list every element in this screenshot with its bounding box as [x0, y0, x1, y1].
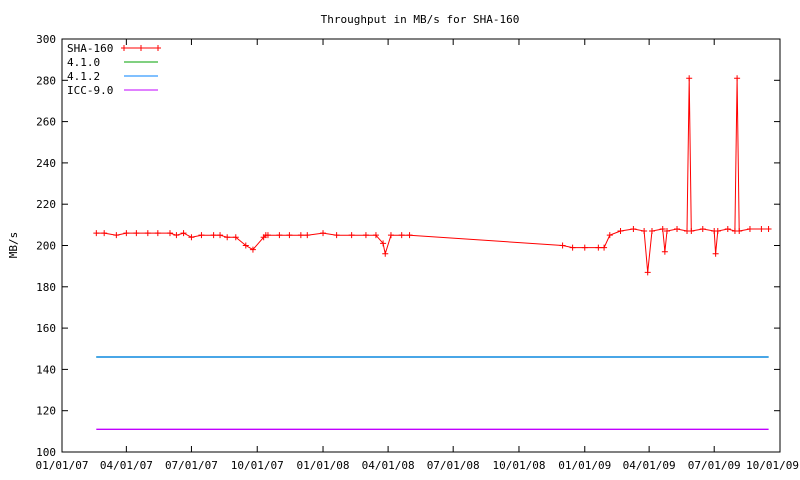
data-point	[746, 225, 753, 232]
x-tick-label: 10/01/08	[492, 459, 545, 472]
data-point	[661, 248, 668, 255]
data-point	[362, 232, 369, 239]
data-point	[113, 232, 120, 239]
data-point	[734, 75, 741, 82]
data-point	[217, 232, 224, 239]
legend-marker	[121, 45, 127, 51]
data-point	[320, 230, 327, 237]
y-tick-label: 280	[36, 74, 56, 87]
data-point	[736, 228, 743, 235]
data-point	[648, 228, 655, 235]
data-point	[595, 244, 602, 251]
data-point	[133, 230, 140, 237]
data-point	[154, 230, 161, 237]
data-point	[380, 240, 387, 247]
data-point	[674, 225, 681, 232]
data-point	[387, 232, 394, 239]
legend-marker	[155, 45, 161, 51]
x-tick-label: 07/01/09	[688, 459, 741, 472]
data-point	[180, 230, 187, 237]
data-point	[581, 244, 588, 251]
x-tick-label: 01/01/07	[36, 459, 89, 472]
data-point	[123, 230, 130, 237]
data-point	[188, 234, 195, 241]
y-tick-label: 100	[36, 446, 56, 459]
data-point	[641, 228, 648, 235]
x-tick-label: 07/01/08	[427, 459, 480, 472]
data-point	[249, 246, 256, 253]
data-point	[242, 242, 249, 249]
data-point	[644, 269, 651, 276]
data-point	[398, 232, 405, 239]
data-point	[232, 234, 239, 241]
plot-frame	[61, 38, 781, 453]
data-point	[714, 228, 721, 235]
data-point	[210, 232, 217, 239]
data-point	[724, 225, 731, 232]
legend-marker	[138, 45, 144, 51]
data-point	[297, 232, 304, 239]
y-tick-label: 120	[36, 405, 56, 418]
data-point	[348, 232, 355, 239]
data-point	[606, 232, 613, 239]
x-tick-label: 10/01/07	[231, 459, 284, 472]
data-point	[559, 242, 566, 249]
x-tick-label: 04/01/08	[362, 459, 415, 472]
y-tick-label: 220	[36, 198, 56, 211]
data-point	[617, 228, 624, 235]
y-tick-label: 180	[36, 281, 56, 294]
data-point	[688, 228, 695, 235]
data-point	[659, 225, 666, 232]
series-layer	[93, 75, 772, 430]
legend-label: 4.1.0	[67, 56, 100, 69]
data-point	[765, 225, 772, 232]
data-point	[166, 230, 173, 237]
data-point	[601, 244, 608, 251]
y-tick-label: 240	[36, 157, 56, 170]
legend-label: SHA-160	[67, 42, 113, 55]
data-point	[382, 250, 389, 257]
y-tick-label: 300	[36, 33, 56, 46]
chart-title: Throughput in MB/s for SHA-160	[321, 13, 520, 26]
data-point	[664, 228, 671, 235]
data-point	[686, 75, 693, 82]
y-tick-label: 160	[36, 322, 56, 335]
data-point	[101, 230, 108, 237]
data-point	[630, 225, 637, 232]
data-point	[758, 225, 765, 232]
data-point	[372, 232, 379, 239]
data-point	[224, 234, 231, 241]
x-tick-label: 01/01/08	[297, 459, 350, 472]
x-tick-label: 04/01/07	[100, 459, 153, 472]
y-axis-label: MB/s	[7, 232, 20, 259]
y-tick-label: 200	[36, 240, 56, 253]
data-point	[699, 225, 706, 232]
data-point	[569, 244, 576, 251]
legend-label: ICC-9.0	[67, 84, 113, 97]
data-point	[406, 232, 413, 239]
data-point	[93, 230, 100, 237]
data-point	[286, 232, 293, 239]
x-tick-label: 01/01/09	[558, 459, 611, 472]
data-point	[333, 232, 340, 239]
x-tick-label: 10/01/09	[746, 459, 799, 472]
data-point	[144, 230, 151, 237]
y-tick-label: 260	[36, 116, 56, 129]
y-tick-label: 140	[36, 363, 56, 376]
data-point	[173, 232, 180, 239]
data-point	[198, 232, 205, 239]
axis-ticks: 100 120 140 160 180 200 220 240 260 280 300 01/01/0…	[36, 33, 799, 472]
series-line-SHA-160	[96, 78, 769, 273]
x-tick-label: 07/01/07	[165, 459, 218, 472]
data-point	[276, 232, 283, 239]
data-point	[264, 232, 271, 239]
legend-label: 4.1.2	[67, 70, 100, 83]
data-point	[304, 232, 311, 239]
data-point	[712, 250, 719, 257]
x-tick-label: 04/01/09	[623, 459, 676, 472]
